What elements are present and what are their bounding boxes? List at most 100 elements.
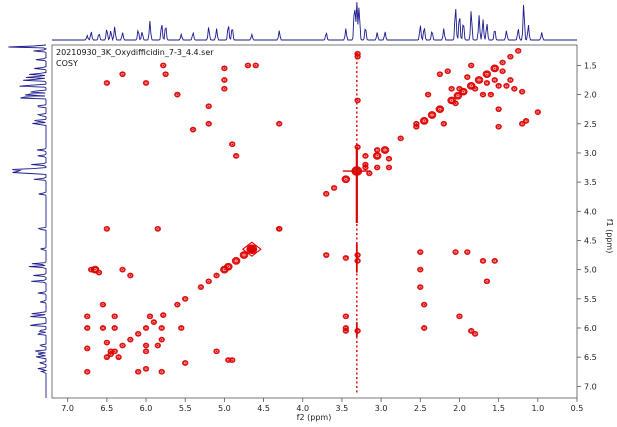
contour-ring bbox=[444, 68, 451, 75]
contour-ring bbox=[85, 346, 90, 351]
contour-ring bbox=[84, 313, 91, 320]
contour-ring bbox=[331, 185, 337, 191]
contour-core bbox=[156, 344, 159, 347]
contour-ring bbox=[143, 366, 149, 371]
contour-ring bbox=[518, 88, 526, 95]
contour-peak bbox=[471, 85, 479, 92]
contour-core bbox=[184, 362, 187, 364]
contour-ring bbox=[427, 111, 437, 119]
contour-core bbox=[489, 93, 492, 96]
contour-ring bbox=[103, 354, 111, 361]
contour-ring bbox=[374, 164, 381, 171]
contour-ring bbox=[343, 328, 349, 333]
contour-ring bbox=[189, 126, 197, 133]
contour-peak bbox=[182, 360, 189, 366]
contour-peak bbox=[182, 295, 189, 302]
contour-core bbox=[536, 111, 539, 113]
contour-ring bbox=[99, 325, 107, 331]
contour-peak bbox=[354, 97, 361, 104]
contour-core bbox=[105, 82, 108, 84]
contour-peak bbox=[84, 368, 91, 375]
contour-peak bbox=[342, 255, 349, 261]
contour-core bbox=[180, 327, 183, 329]
contour-ring bbox=[103, 339, 111, 346]
contour-ring bbox=[135, 369, 141, 374]
contour-peak bbox=[474, 76, 484, 84]
contour-ring bbox=[465, 75, 470, 80]
contour-core bbox=[431, 114, 433, 116]
contour-ring bbox=[362, 153, 369, 159]
contour-core bbox=[325, 192, 328, 195]
contour-ring bbox=[421, 325, 427, 331]
contour-ring bbox=[135, 368, 142, 375]
left-projection-trace bbox=[8, 44, 48, 398]
y-tick-label: 2.0 bbox=[584, 91, 597, 100]
contour-peak bbox=[354, 53, 361, 60]
contour-core bbox=[223, 79, 226, 81]
solvent-artifact-line bbox=[342, 53, 371, 394]
contour-ring bbox=[205, 120, 212, 127]
contour-core bbox=[160, 327, 163, 329]
contour-ring bbox=[178, 325, 185, 331]
contour-ring bbox=[468, 328, 475, 334]
contour-core bbox=[462, 90, 465, 93]
contour-ring bbox=[522, 118, 530, 124]
contour-peak bbox=[522, 118, 530, 124]
y-axis-ticks: 1.5 2.0 2.5 3.0 3.5 4.0 4.5 5.0 5.5 6.0 6.5 7.0 bbox=[577, 61, 597, 391]
contour-peak bbox=[229, 357, 236, 363]
contour-core bbox=[86, 347, 89, 350]
contour-core bbox=[517, 50, 520, 52]
contour-ring bbox=[397, 135, 404, 142]
contour-ring bbox=[151, 320, 157, 325]
contour-peak bbox=[252, 62, 259, 69]
contour-peak bbox=[160, 62, 167, 69]
contour-core bbox=[121, 344, 124, 347]
y-tick-label: 7.0 bbox=[584, 382, 597, 391]
contour-peak bbox=[160, 312, 167, 318]
contour-ring bbox=[421, 302, 427, 307]
contour-core bbox=[501, 61, 504, 64]
contour-ring bbox=[330, 185, 338, 191]
contour-core bbox=[176, 303, 179, 306]
contour-ring bbox=[205, 278, 212, 285]
experiment-title: 20210930_3K_Oxydifficidin_7-3_4.4.ser bbox=[56, 48, 214, 57]
contour-ring bbox=[507, 77, 514, 83]
contour-ring bbox=[100, 302, 106, 307]
contour-core bbox=[105, 341, 108, 344]
contour-core bbox=[145, 82, 147, 84]
contour-core bbox=[493, 79, 496, 81]
contour-ring bbox=[232, 153, 240, 159]
contour-ring bbox=[456, 85, 463, 92]
contour-core bbox=[344, 178, 347, 180]
contour-ring bbox=[523, 118, 529, 123]
contour-ring bbox=[88, 266, 95, 273]
contour-ring bbox=[119, 342, 126, 349]
contour-ring bbox=[373, 152, 381, 159]
contour-ring bbox=[479, 91, 487, 98]
contour-ring bbox=[252, 62, 259, 69]
contour-core bbox=[207, 105, 210, 108]
contour-ring bbox=[142, 325, 150, 331]
y-tick-label: 4.5 bbox=[584, 236, 597, 245]
contour-core bbox=[458, 315, 461, 318]
y-tick-label: 1.5 bbox=[584, 61, 597, 70]
contour-ring bbox=[499, 68, 506, 75]
x-axis-ticks: 7.0 6.5 6.0 5.5 5.0 4.5 4.0 3.5 3.0 2.5 2.0 1.5 1.0 0… bbox=[61, 398, 583, 413]
contour-ring bbox=[104, 340, 110, 345]
contour-ring bbox=[418, 267, 423, 272]
contour-ring bbox=[449, 86, 454, 91]
contour-peak bbox=[158, 336, 165, 343]
contour-ring bbox=[519, 89, 525, 94]
contour-ring bbox=[104, 80, 110, 85]
contour-peak bbox=[115, 354, 122, 361]
contour-ring bbox=[418, 250, 423, 255]
left-projection-spectrum bbox=[8, 44, 48, 398]
contour-core bbox=[199, 286, 202, 288]
contour-ring bbox=[454, 92, 462, 99]
contour-peak bbox=[174, 301, 181, 308]
contour-ring bbox=[182, 360, 188, 366]
contour-peak bbox=[178, 325, 185, 331]
contour-ring bbox=[428, 111, 436, 119]
contour-peak bbox=[276, 120, 283, 127]
